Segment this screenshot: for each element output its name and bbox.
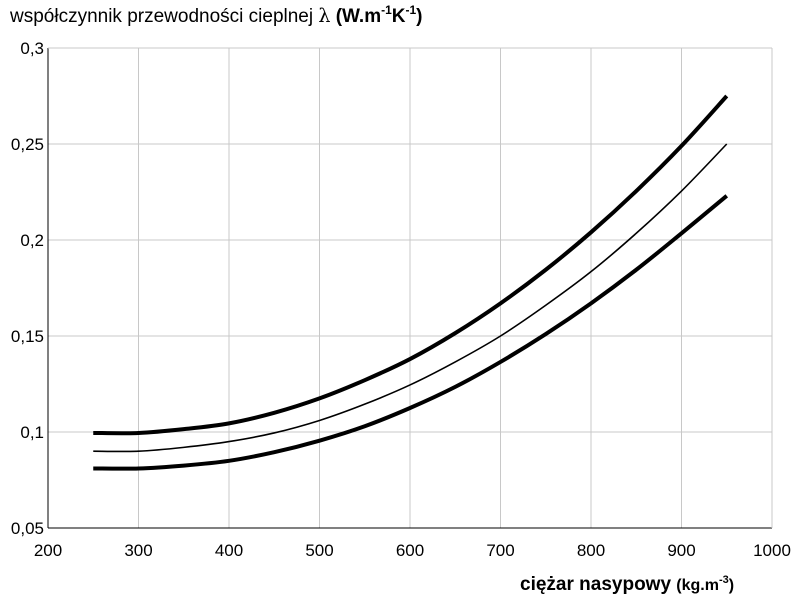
axes [47,47,773,529]
y-axis-unit-mid: K [392,6,406,27]
y-tick-label: 0,25 [11,135,44,154]
series-lines [93,94,729,471]
y-tick-label: 0,1 [20,423,44,442]
series-line-2 [93,143,728,453]
series-line-1 [93,94,729,436]
x-tick-label: 300 [124,541,152,560]
tick-labels: 200 300 400 500 600 700 800 900 1000 0,05 0,1 0,15 0… [11,39,791,560]
y-axis-symbol: λ [318,5,330,27]
y-tick-label: 0,05 [11,519,44,538]
y-axis-unit-exp1: -1 [381,3,392,17]
y-axis-label-main: współczynnik przewodności cieplnej [9,6,318,27]
x-axis-label-main: ciężar nasypowy [520,574,676,595]
x-tick-label: 600 [396,541,424,560]
x-axis-unit-exp: -3 [719,574,729,586]
x-tick-label: 500 [305,541,333,560]
series-line-3 [93,194,729,471]
y-axis-label: współczynnik przewodności cieplnej λ (W.… [9,3,423,27]
y-tick-label: 0,3 [20,39,44,58]
x-tick-label: 1000 [753,541,791,560]
x-tick-label: 400 [215,541,243,560]
grid [48,48,772,528]
y-axis-unit-close: ) [416,6,422,27]
x-tick-label: 200 [34,541,62,560]
x-tick-label: 700 [486,541,514,560]
x-axis-label: ciężar nasypowy (kg.m-3) [520,574,734,595]
y-axis-unit-open: (W.m [330,6,381,27]
x-axis-unit-open: (kg.m [676,577,719,594]
y-tick-label: 0,15 [11,327,44,346]
x-tick-label: 900 [667,541,695,560]
y-tick-label: 0,2 [20,231,44,250]
y-axis-unit-exp2: -1 [406,3,417,17]
x-axis-unit-close: ) [729,577,734,594]
x-tick-label: 800 [577,541,605,560]
